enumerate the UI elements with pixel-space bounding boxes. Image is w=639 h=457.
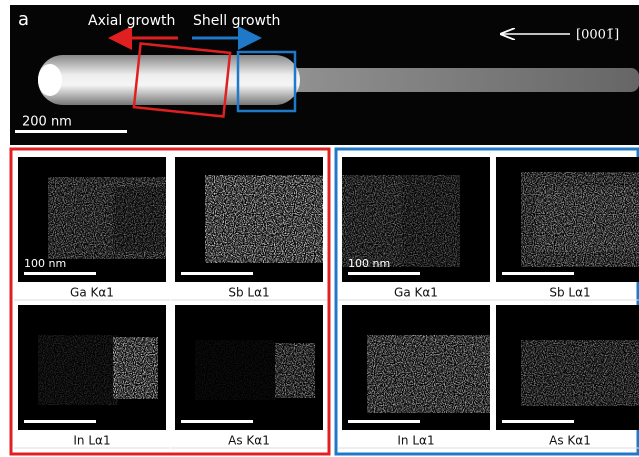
eds-map: [175, 305, 323, 430]
panel-label: a: [18, 9, 29, 30]
nanowire-core: [38, 55, 300, 105]
signal-region: [38, 335, 118, 405]
signal: [521, 172, 639, 267]
scale-label: 200 nm: [22, 115, 72, 130]
eds-map: [496, 305, 639, 430]
scale-bar: [502, 420, 574, 423]
eds-map: [18, 305, 166, 430]
signal: [195, 340, 315, 400]
signal-region: [195, 340, 275, 400]
shell-label: Shell growth: [193, 13, 280, 29]
scale-bar: [24, 420, 96, 423]
map-caption: Ga Kα1: [70, 286, 114, 300]
signal: [521, 340, 639, 406]
signal-region: [342, 175, 402, 267]
signal-region: [113, 337, 158, 399]
scale-bar: [24, 272, 96, 275]
scale-bar: [181, 272, 253, 275]
map-caption: In Lα1: [397, 434, 434, 448]
map-caption: Sb Lα1: [228, 286, 269, 300]
panel-a: Axial growth Shell growth a [0001̄] 200 …: [10, 5, 639, 145]
scale-label: 100 nm: [24, 257, 66, 270]
map-caption: In Lα1: [73, 434, 110, 448]
signal-region: [521, 340, 639, 406]
eds-map: 100 nm: [342, 157, 490, 282]
nanowire-tip: [38, 64, 62, 96]
signal-region: [205, 175, 323, 263]
scale-bar: [348, 420, 420, 423]
signal-region: [275, 343, 315, 398]
map-caption: As Kα1: [549, 434, 591, 448]
signal: [342, 175, 460, 267]
map-caption: Sb Lα1: [549, 286, 590, 300]
signal: [38, 335, 158, 405]
axial-label: Axial growth: [88, 13, 175, 29]
scale-bar: [348, 272, 420, 275]
eds-map: [342, 305, 490, 430]
scale-bar: [15, 130, 127, 133]
scale-bar: [502, 272, 574, 275]
direction-label: [0001̄]: [576, 28, 619, 43]
eds-map: [496, 157, 639, 282]
map-caption: As Kα1: [228, 434, 270, 448]
nanowire-stem: [290, 68, 639, 92]
scale-bar: [181, 420, 253, 423]
signal: [367, 335, 490, 413]
map-caption: Ga Kα1: [394, 286, 438, 300]
figure: Axial growth Shell growth a [0001̄] 200 …: [0, 0, 639, 457]
eds-map: [175, 157, 323, 282]
signal-region: [367, 335, 490, 413]
signal: [48, 177, 166, 259]
scale-label: 100 nm: [348, 257, 390, 270]
signal-dim: [113, 187, 166, 252]
eds-map: 100 nm: [18, 157, 166, 282]
signal: [205, 175, 323, 263]
signal-region: [536, 187, 639, 252]
